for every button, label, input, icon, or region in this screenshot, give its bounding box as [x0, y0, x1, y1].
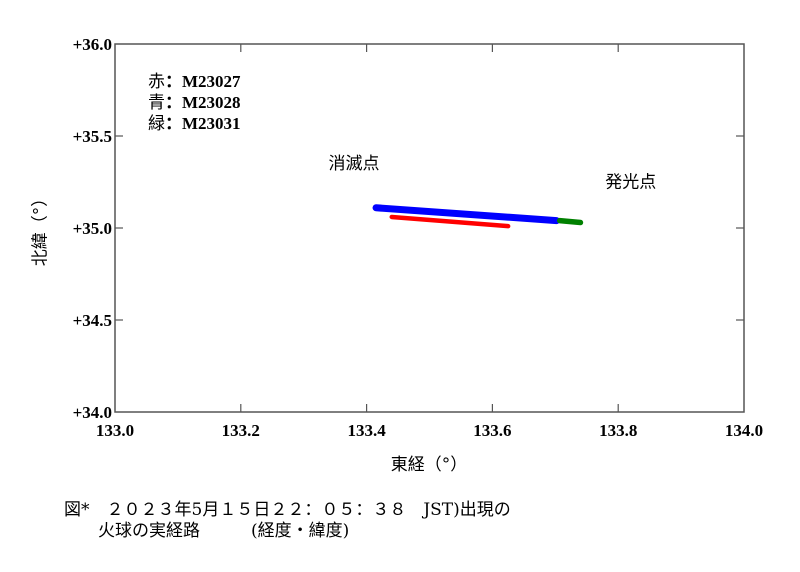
track-M23031	[556, 217, 584, 226]
y-tick-label: +35.5	[73, 127, 112, 146]
y-tick-label: +36.0	[73, 35, 112, 54]
y-tick-label: +34.5	[73, 311, 112, 330]
legend-item-red: 赤：M23027	[148, 72, 241, 92]
legend-item-blue: 青：M23028	[148, 93, 241, 113]
x-tick-label: 133.6	[473, 421, 511, 440]
caption-line-1: 図* ２０２３年5月１５日２２：０５：３８ JST)出現の	[64, 500, 511, 520]
y-tick-label: +35.0	[73, 219, 112, 238]
x-tick-label: 134.0	[725, 421, 763, 440]
x-tick-label: 133.8	[599, 421, 637, 440]
y-axis-label: 北緯（°）	[30, 189, 51, 267]
legend-item-green: 緑：M23031	[148, 114, 241, 134]
x-tick-label: 133.4	[347, 421, 386, 440]
annotation-label: 消滅点	[329, 154, 380, 174]
track-M23027	[389, 214, 511, 229]
x-axis-label: 東経（°）	[390, 455, 468, 475]
x-tick-label: 133.0	[96, 421, 134, 440]
y-tick-label: +34.0	[73, 403, 112, 422]
figure-caption: 図* ２０２３年5月１５日２２：０５：３８ JST)出現の 火球の実経路 (経度…	[64, 500, 511, 542]
x-tick-label: 133.2	[222, 421, 260, 440]
x-axis: 133.0 133.2 133.4 133.6 133.8 134.0	[96, 44, 763, 440]
series-layer	[372, 204, 584, 229]
annotation-label: 発光点	[605, 173, 656, 193]
caption-line-2: 火球の実経路 (経度・緯度)	[64, 521, 350, 541]
y-axis: +34.0 +34.5 +35.0 +35.5 +36.0	[73, 35, 744, 422]
track-M23028	[372, 204, 561, 225]
